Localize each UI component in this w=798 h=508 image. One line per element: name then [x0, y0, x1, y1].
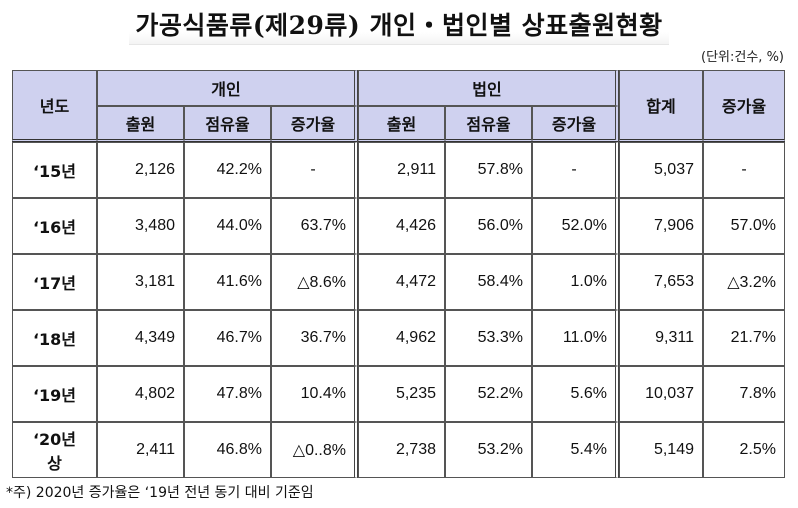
individual-applications-cell: 4,802: [97, 366, 184, 422]
year-cell: ‘20년 상: [12, 422, 97, 478]
growth-cell: 2.5%: [703, 422, 785, 478]
statistics-table: 년도 개인 법인 합계 증가율 출원 점유율 증가율 출원 점유율 증가율 ‘1…: [12, 70, 785, 478]
header-corporate-growth: 증가율: [532, 106, 619, 142]
year-cell: ‘17년: [12, 254, 97, 310]
individual-growth-cell: △8.6%: [271, 254, 358, 310]
individual-share-cell: 46.8%: [184, 422, 271, 478]
year-cell: ‘19년: [12, 366, 97, 422]
total-cell: 10,037: [619, 366, 703, 422]
total-cell: 7,653: [619, 254, 703, 310]
individual-applications-cell: 3,480: [97, 198, 184, 254]
table-row: ‘15년 2,126 42.2% -2,911 57.8% -5,037-: [12, 142, 785, 198]
corporate-share-cell: 56.0%: [445, 198, 532, 254]
corporate-applications-cell: 2,738: [358, 422, 445, 478]
corporate-applications-cell: 4,962: [358, 310, 445, 366]
header-year: 년도: [12, 70, 97, 142]
corporate-applications-cell: 4,426: [358, 198, 445, 254]
growth-cell: △3.2%: [703, 254, 785, 310]
total-cell: 7,906: [619, 198, 703, 254]
corporate-share-cell: 53.2%: [445, 422, 532, 478]
year-cell: ‘15년: [12, 142, 97, 198]
title-area: 가공식품류(제29류) 개인・법인별 상표출원현황: [0, 4, 798, 45]
individual-applications-cell: 4,349: [97, 310, 184, 366]
corporate-growth-cell: 11.0%: [532, 310, 619, 366]
total-cell: 5,149: [619, 422, 703, 478]
individual-share-cell: 42.2%: [184, 142, 271, 198]
individual-share-cell: 47.8%: [184, 366, 271, 422]
unit-label: (단위:건수, %): [701, 50, 784, 65]
individual-share-cell: 41.6%: [184, 254, 271, 310]
growth-cell: 21.7%: [703, 310, 785, 366]
year-cell: ‘18년: [12, 310, 97, 366]
individual-growth-cell: △0..8%: [271, 422, 358, 478]
individual-share-cell: 46.7%: [184, 310, 271, 366]
corporate-share-cell: 52.2%: [445, 366, 532, 422]
table-row: ‘17년 3,181 41.6% △8.6% 4,472 58.4% 1.0% 7,653 △3…: [12, 254, 785, 310]
header-growth: 증가율: [703, 70, 785, 142]
corporate-applications-cell: 5,235: [358, 366, 445, 422]
individual-growth-cell: -: [271, 142, 358, 198]
table-row: ‘20년 상 2,411 46.8% △0..8% 2,738 53.2% 5.4% 5,14…: [12, 422, 785, 478]
corporate-share-cell: 53.3%: [445, 310, 532, 366]
corporate-growth-cell: 5.6%: [532, 366, 619, 422]
footnote: *주) 2020년 증가율은 ‘19년 전년 동기 대비 기준임: [6, 485, 314, 501]
year-cell: ‘16년: [12, 198, 97, 254]
header-corporate: 법인: [358, 70, 619, 106]
table-row: ‘19년 4,802 47.8% 10.4% 5,235 52.2% 5.6% 10,037 7…: [12, 366, 785, 422]
corporate-share-cell: 57.8%: [445, 142, 532, 198]
table-row: ‘18년 4,349 46.7% 36.7% 4,962 53.3% 11.0% 9,311 2…: [12, 310, 785, 366]
corporate-growth-cell: -: [532, 142, 619, 198]
corporate-share-cell: 58.4%: [445, 254, 532, 310]
corporate-growth-cell: 1.0%: [532, 254, 619, 310]
individual-applications-cell: 2,126: [97, 142, 184, 198]
growth-cell: -: [703, 142, 785, 198]
header-individual-growth: 증가율: [271, 106, 358, 142]
page-title: 가공식품류(제29류) 개인・법인별 상표출원현황: [129, 4, 669, 45]
header-corporate-applications: 출원: [358, 106, 445, 142]
corporate-growth-cell: 52.0%: [532, 198, 619, 254]
header-individual: 개인: [97, 70, 358, 106]
individual-applications-cell: 2,411: [97, 422, 184, 478]
corporate-growth-cell: 5.4%: [532, 422, 619, 478]
growth-cell: 57.0%: [703, 198, 785, 254]
growth-cell: 7.8%: [703, 366, 785, 422]
corporate-applications-cell: 4,472: [358, 254, 445, 310]
total-cell: 5,037: [619, 142, 703, 198]
table-row: ‘16년 3,480 44.0% 63.7% 4,426 56.0% 52.0% 7,906 5…: [12, 198, 785, 254]
individual-growth-cell: 36.7%: [271, 310, 358, 366]
header-total: 합계: [619, 70, 703, 142]
total-cell: 9,311: [619, 310, 703, 366]
individual-growth-cell: 10.4%: [271, 366, 358, 422]
header-individual-share: 점유율: [184, 106, 271, 142]
individual-growth-cell: 63.7%: [271, 198, 358, 254]
corporate-applications-cell: 2,911: [358, 142, 445, 198]
table-body: ‘15년 2,126 42.2% -2,911 57.8% -5,037- ‘16년 3,48…: [12, 142, 785, 478]
individual-share-cell: 44.0%: [184, 198, 271, 254]
header-corporate-share: 점유율: [445, 106, 532, 142]
individual-applications-cell: 3,181: [97, 254, 184, 310]
header-individual-applications: 출원: [97, 106, 184, 142]
